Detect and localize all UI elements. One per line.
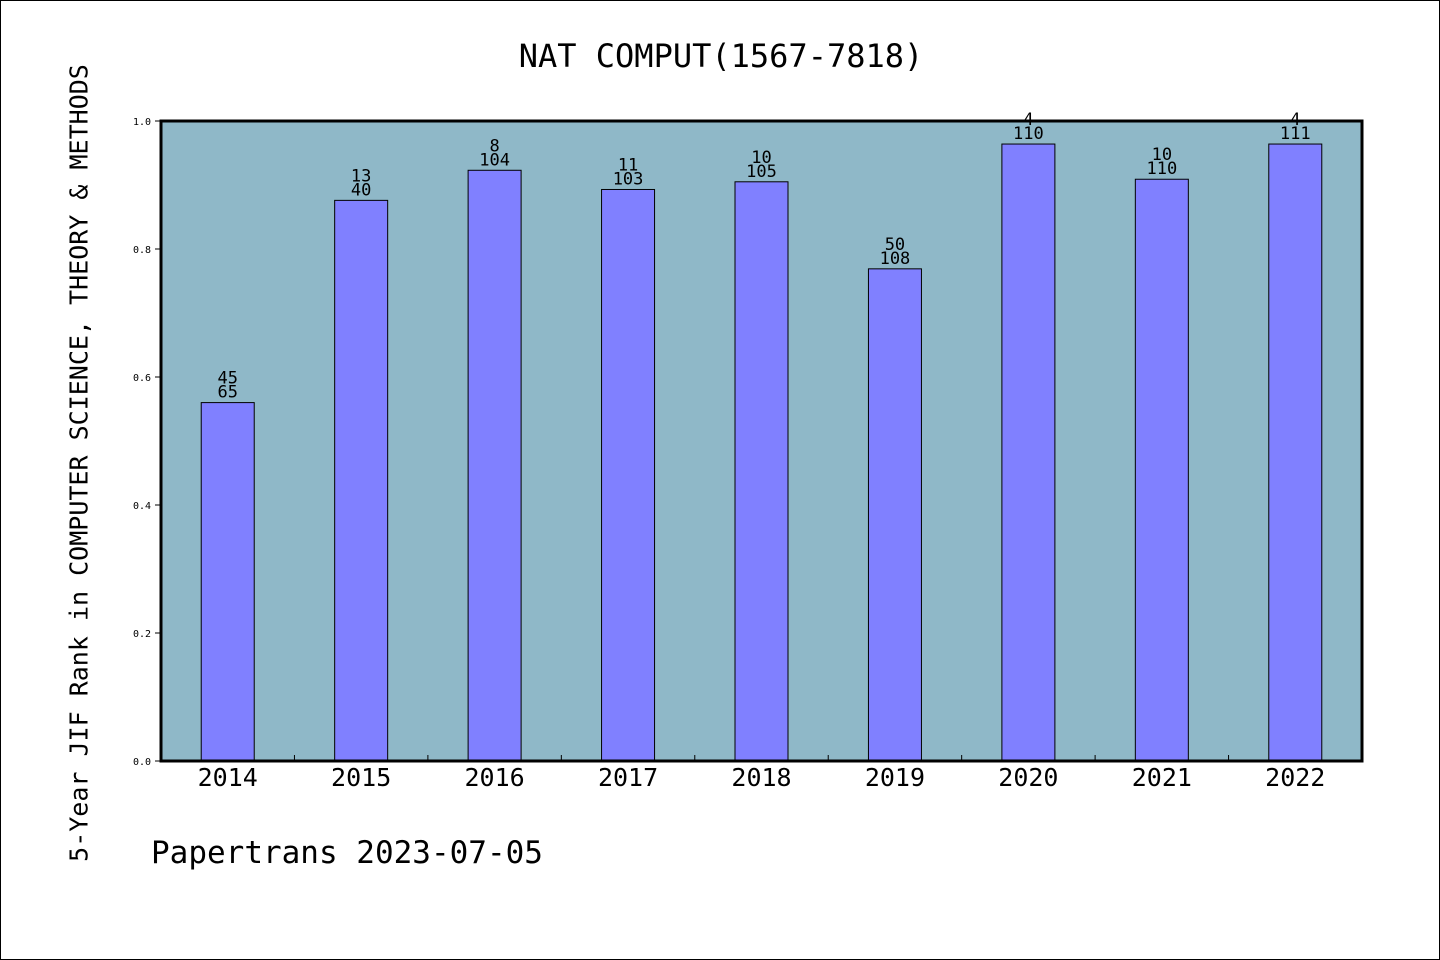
x-tick-label: 2020	[998, 763, 1058, 792]
x-tick-label: 2022	[1265, 763, 1325, 792]
bar-rank-label: 8	[489, 136, 499, 156]
bar-rank-label: 11	[618, 155, 638, 175]
x-tick-label: 2021	[1132, 763, 1192, 792]
bar-total-label: 40	[351, 180, 371, 200]
bar	[734, 181, 789, 762]
x-tick-label: 2016	[465, 763, 525, 792]
bar-total-label: 104	[479, 150, 510, 170]
bar-rank-label: 10	[1152, 145, 1172, 165]
bar	[1001, 143, 1056, 762]
bar	[601, 188, 656, 762]
bar	[867, 268, 922, 762]
x-tick-label: 2015	[331, 763, 391, 792]
y-tick-label: 0.4	[133, 501, 151, 512]
bar	[200, 402, 255, 762]
bar-total-label: 108	[880, 249, 911, 269]
bar-total-label: 65	[217, 383, 237, 403]
chart-title: NAT COMPUT(1567-7818)	[518, 37, 924, 75]
bar-total-label: 111	[1280, 124, 1311, 144]
bar	[467, 169, 522, 762]
bar-total-label: 110	[1013, 124, 1044, 144]
bar	[1134, 178, 1189, 762]
bar-rank-label: 45	[217, 369, 237, 389]
y-tick-label: 0.8	[133, 245, 151, 256]
bar-total-label: 103	[613, 169, 644, 189]
bar-rank-label: 50	[885, 235, 905, 255]
bar-rank-label: 10	[751, 148, 771, 168]
bar-total-label: 110	[1146, 159, 1177, 179]
x-tick-label: 2017	[598, 763, 658, 792]
x-tick-label: 2018	[731, 763, 791, 792]
x-tick-label: 2019	[865, 763, 925, 792]
footer-note: Papertrans 2023-07-05	[151, 835, 543, 871]
bar-rank-label: 13	[351, 166, 371, 186]
y-tick-label: 0.6	[133, 373, 151, 384]
y-tick-label: 1.0	[133, 117, 151, 128]
y-tick-label: 0.0	[133, 757, 151, 768]
bar	[334, 199, 389, 762]
bar	[1268, 143, 1323, 762]
plot-frame	[159, 119, 1364, 763]
x-tick-label: 2014	[198, 763, 258, 792]
y-tick-label: 0.2	[133, 629, 151, 640]
bar-total-label: 105	[746, 162, 777, 182]
